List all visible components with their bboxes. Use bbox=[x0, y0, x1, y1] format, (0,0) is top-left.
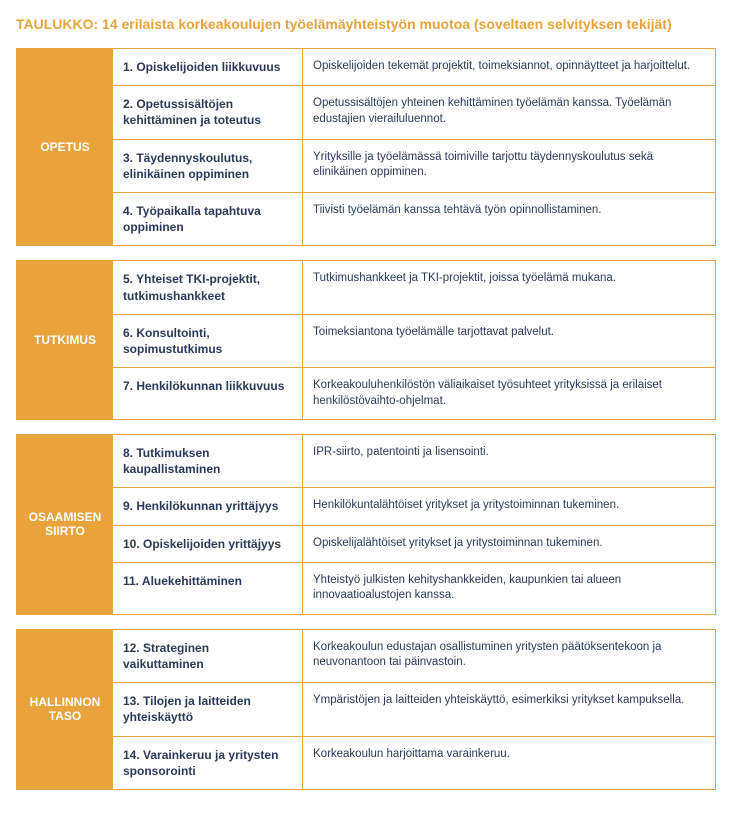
table-row: 14. Varainkeruu ja yritysten sponsoroint… bbox=[113, 737, 715, 789]
row-description: Opiskelijalähtöiset yritykset ja yrityst… bbox=[303, 526, 715, 562]
row-description: Opetussisältöjen yhteinen kehittäminen t… bbox=[303, 86, 715, 138]
rows-container: 5. Yhteiset TKI-projektit, tutkimushankk… bbox=[113, 261, 715, 419]
table-row: 8. Tutkimuksen kaupallistaminenIPR-siirt… bbox=[113, 435, 715, 488]
table-row: 12. Strateginen vaikuttaminenKorkeakoulu… bbox=[113, 630, 715, 683]
row-label: 2. Opetussisältöjen kehittäminen ja tote… bbox=[113, 86, 303, 138]
row-description: Ympäristöjen ja laitteiden yhteiskäyttö,… bbox=[303, 683, 715, 735]
table-title: TAULUKKO: 14 erilaista korkeakoulujen ty… bbox=[16, 16, 716, 32]
row-description: Yrityksille ja työelämässä toimiville ta… bbox=[303, 140, 715, 192]
table-row: 2. Opetussisältöjen kehittäminen ja tote… bbox=[113, 86, 715, 139]
row-description: Tutkimushankkeet ja TKI-projektit, joiss… bbox=[303, 261, 715, 313]
row-label: 12. Strateginen vaikuttaminen bbox=[113, 630, 303, 682]
row-label: 10. Opiskelijoiden yrittäjyys bbox=[113, 526, 303, 562]
row-description: Yhteistyö julkisten kehityshankkeiden, k… bbox=[303, 563, 715, 614]
rows-container: 8. Tutkimuksen kaupallistaminenIPR-siirt… bbox=[113, 435, 715, 614]
rows-container: 12. Strateginen vaikuttaminenKorkeakoulu… bbox=[113, 630, 715, 789]
row-label: 7. Henkilökunnan liikkuvuus bbox=[113, 368, 303, 419]
row-label: 6. Konsultointi, sopimustutkimus bbox=[113, 315, 303, 367]
category-label: HALLINNON TASO bbox=[17, 630, 113, 789]
row-description: Korkeakouluhenkilöstön väliaikaiset työs… bbox=[303, 368, 715, 419]
section: HALLINNON TASO12. Strateginen vaikuttami… bbox=[16, 629, 716, 790]
category-label: TUTKIMUS bbox=[17, 261, 113, 419]
row-label: 4. Työpaikalla tapahtuva oppiminen bbox=[113, 193, 303, 245]
row-label: 8. Tutkimuksen kaupallistaminen bbox=[113, 435, 303, 487]
table-row: 11. AluekehittäminenYhteistyö julkisten … bbox=[113, 563, 715, 614]
row-label: 1. Opiskelijoiden liikkuvuus bbox=[113, 49, 303, 85]
row-description: Korkeakoulun edustajan osallistuminen yr… bbox=[303, 630, 715, 682]
row-label: 5. Yhteiset TKI-projektit, tutkimushankk… bbox=[113, 261, 303, 313]
row-label: 14. Varainkeruu ja yritysten sponsoroint… bbox=[113, 737, 303, 789]
row-description: Henkilökuntalähtöiset yritykset ja yrity… bbox=[303, 488, 715, 524]
row-description: IPR-siirto, patentointi ja lisensointi. bbox=[303, 435, 715, 487]
row-label: 9. Henkilökunnan yrittäjyys bbox=[113, 488, 303, 524]
table-row: 7. Henkilökunnan liikkuvuusKorkeakouluhe… bbox=[113, 368, 715, 419]
row-label: 3. Täydennyskoulutus, elinikäinen oppimi… bbox=[113, 140, 303, 192]
table-row: 13. Tilojen ja laitteiden yhteiskäyttöYm… bbox=[113, 683, 715, 736]
table-row: 1. Opiskelijoiden liikkuvuusOpiskelijoid… bbox=[113, 49, 715, 86]
category-label: OSAAMISEN SIIRTO bbox=[17, 435, 113, 614]
row-label: 11. Aluekehittäminen bbox=[113, 563, 303, 614]
rows-container: 1. Opiskelijoiden liikkuvuusOpiskelijoid… bbox=[113, 49, 715, 245]
row-description: Korkeakoulun harjoittama varainkeruu. bbox=[303, 737, 715, 789]
row-description: Opiskelijoiden tekemät projektit, toimek… bbox=[303, 49, 715, 85]
table-row: 9. Henkilökunnan yrittäjyysHenkilökuntal… bbox=[113, 488, 715, 525]
section: OPETUS1. Opiskelijoiden liikkuvuusOpiske… bbox=[16, 48, 716, 246]
row-label: 13. Tilojen ja laitteiden yhteiskäyttö bbox=[113, 683, 303, 735]
table-row: 10. Opiskelijoiden yrittäjyysOpiskelijal… bbox=[113, 526, 715, 563]
section: OSAAMISEN SIIRTO8. Tutkimuksen kaupallis… bbox=[16, 434, 716, 615]
table-row: 5. Yhteiset TKI-projektit, tutkimushankk… bbox=[113, 261, 715, 314]
row-description: Tiivisti työelämän kanssa tehtävä työn o… bbox=[303, 193, 715, 245]
table-row: 3. Täydennyskoulutus, elinikäinen oppimi… bbox=[113, 140, 715, 193]
table-row: 6. Konsultointi, sopimustutkimusToimeksi… bbox=[113, 315, 715, 368]
table-row: 4. Työpaikalla tapahtuva oppiminenTiivis… bbox=[113, 193, 715, 245]
category-label: OPETUS bbox=[17, 49, 113, 245]
row-description: Toimeksiantona työelämälle tarjottavat p… bbox=[303, 315, 715, 367]
sections-container: OPETUS1. Opiskelijoiden liikkuvuusOpiske… bbox=[16, 48, 716, 790]
section: TUTKIMUS5. Yhteiset TKI-projektit, tutki… bbox=[16, 260, 716, 420]
